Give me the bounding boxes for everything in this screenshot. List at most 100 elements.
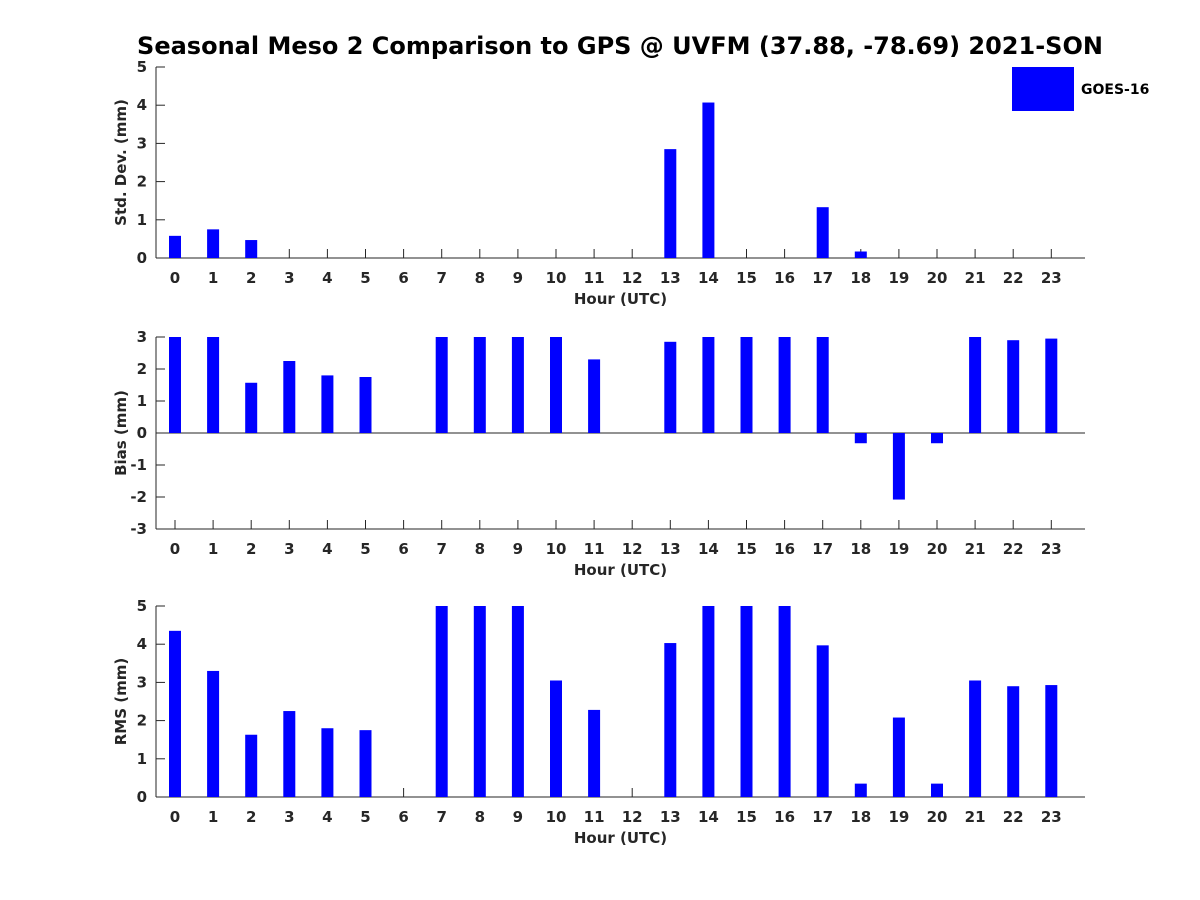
y-tick-label: 5 bbox=[137, 597, 147, 615]
x-tick-label: 14 bbox=[698, 269, 719, 287]
x-tick-label: 17 bbox=[812, 540, 833, 558]
x-tick-label: 15 bbox=[736, 808, 757, 826]
x-tick-label: 11 bbox=[584, 808, 605, 826]
y-axis-label: Std. Dev. (mm) bbox=[112, 99, 130, 226]
legend-swatch bbox=[1012, 67, 1074, 111]
y-tick-label: -3 bbox=[130, 520, 147, 538]
x-tick-label: 12 bbox=[622, 269, 643, 287]
x-tick-label: 17 bbox=[812, 808, 833, 826]
bar-rms-9 bbox=[511, 606, 524, 797]
x-tick-label: 2 bbox=[246, 269, 256, 287]
x-tick-label: 15 bbox=[736, 269, 757, 287]
x-tick-label: 12 bbox=[622, 540, 643, 558]
x-tick-label: 18 bbox=[850, 269, 871, 287]
bar-rms-11 bbox=[588, 709, 601, 797]
bar-rms-16 bbox=[778, 606, 791, 797]
x-tick-label: 3 bbox=[284, 540, 294, 558]
x-tick-label: 0 bbox=[170, 540, 180, 558]
x-tick-label: 20 bbox=[927, 540, 948, 558]
bar-bias-3 bbox=[283, 361, 296, 433]
x-tick-label: 16 bbox=[774, 540, 795, 558]
x-tick-label: 13 bbox=[660, 540, 681, 558]
x-tick-label: 2 bbox=[246, 808, 256, 826]
x-tick-label: 0 bbox=[170, 269, 180, 287]
y-tick-label: 4 bbox=[137, 635, 147, 653]
bar-bias-15 bbox=[740, 337, 753, 433]
y-tick-label: 2 bbox=[137, 173, 147, 191]
bar-std-dev-18 bbox=[854, 251, 867, 258]
x-tick-label: 6 bbox=[398, 808, 408, 826]
chart-title: Seasonal Meso 2 Comparison to GPS @ UVFM… bbox=[137, 32, 1103, 60]
y-tick-label: 3 bbox=[137, 328, 147, 346]
y-tick-label: 0 bbox=[137, 424, 147, 442]
bar-std-dev-13 bbox=[664, 149, 677, 258]
x-tick-label: 10 bbox=[546, 269, 567, 287]
x-tick-label: 10 bbox=[546, 540, 567, 558]
x-tick-label: 7 bbox=[436, 540, 446, 558]
x-tick-label: 9 bbox=[513, 540, 523, 558]
y-tick-label: 3 bbox=[137, 673, 147, 691]
x-axis-label: Hour (UTC) bbox=[574, 829, 667, 847]
x-tick-label: 1 bbox=[208, 540, 218, 558]
y-tick-label: -1 bbox=[130, 456, 147, 474]
y-tick-label: 3 bbox=[137, 134, 147, 152]
x-tick-label: 13 bbox=[660, 808, 681, 826]
x-tick-label: 10 bbox=[546, 808, 567, 826]
y-tick-label: 2 bbox=[137, 360, 147, 378]
bar-rms-7 bbox=[435, 606, 448, 797]
y-tick-label: 1 bbox=[137, 211, 147, 229]
bar-bias-18 bbox=[854, 433, 867, 444]
x-tick-label: 7 bbox=[436, 808, 446, 826]
x-tick-label: 5 bbox=[360, 808, 370, 826]
x-tick-label: 5 bbox=[360, 540, 370, 558]
x-tick-label: 15 bbox=[736, 540, 757, 558]
y-tick-label: 5 bbox=[137, 58, 147, 76]
x-tick-label: 16 bbox=[774, 269, 795, 287]
x-tick-label: 8 bbox=[475, 540, 485, 558]
bar-bias-21 bbox=[969, 337, 982, 433]
y-tick-label: 0 bbox=[137, 249, 147, 267]
bar-rms-18 bbox=[854, 783, 867, 797]
x-tick-label: 1 bbox=[208, 808, 218, 826]
y-tick-label: 4 bbox=[137, 96, 147, 114]
bar-bias-20 bbox=[931, 433, 943, 444]
bar-rms-17 bbox=[816, 645, 829, 797]
bar-rms-3 bbox=[283, 711, 296, 797]
bar-rms-23 bbox=[1045, 685, 1058, 797]
bar-bias-23 bbox=[1045, 338, 1058, 433]
y-tick-label: 1 bbox=[137, 750, 147, 768]
x-tick-label: 1 bbox=[208, 269, 218, 287]
bar-rms-8 bbox=[473, 606, 486, 797]
x-tick-label: 3 bbox=[284, 808, 294, 826]
legend-label: GOES-16 bbox=[1081, 82, 1149, 98]
bar-bias-22 bbox=[1007, 340, 1020, 433]
bar-bias-2 bbox=[245, 382, 258, 433]
x-tick-label: 4 bbox=[322, 269, 332, 287]
x-tick-label: 21 bbox=[965, 808, 986, 826]
bar-bias-5 bbox=[359, 377, 372, 433]
x-tick-label: 9 bbox=[513, 808, 523, 826]
x-tick-label: 18 bbox=[850, 540, 871, 558]
x-tick-label: 16 bbox=[774, 808, 795, 826]
x-tick-label: 3 bbox=[284, 269, 294, 287]
y-tick-label: -2 bbox=[130, 488, 147, 506]
x-tick-label: 8 bbox=[475, 269, 485, 287]
x-tick-label: 17 bbox=[812, 269, 833, 287]
bar-std-dev-14 bbox=[702, 102, 715, 258]
x-tick-label: 23 bbox=[1041, 808, 1062, 826]
x-tick-label: 6 bbox=[398, 269, 408, 287]
x-tick-label: 19 bbox=[888, 269, 909, 287]
x-tick-label: 6 bbox=[398, 540, 408, 558]
x-tick-label: 8 bbox=[475, 808, 485, 826]
x-tick-label: 21 bbox=[965, 269, 986, 287]
bar-bias-10 bbox=[550, 337, 562, 433]
x-tick-label: 22 bbox=[1003, 269, 1024, 287]
x-axis-label: Hour (UTC) bbox=[574, 290, 667, 308]
bar-std-dev-1 bbox=[207, 229, 220, 258]
x-tick-label: 20 bbox=[927, 808, 948, 826]
x-tick-label: 9 bbox=[513, 269, 523, 287]
bar-rms-19 bbox=[892, 717, 905, 797]
